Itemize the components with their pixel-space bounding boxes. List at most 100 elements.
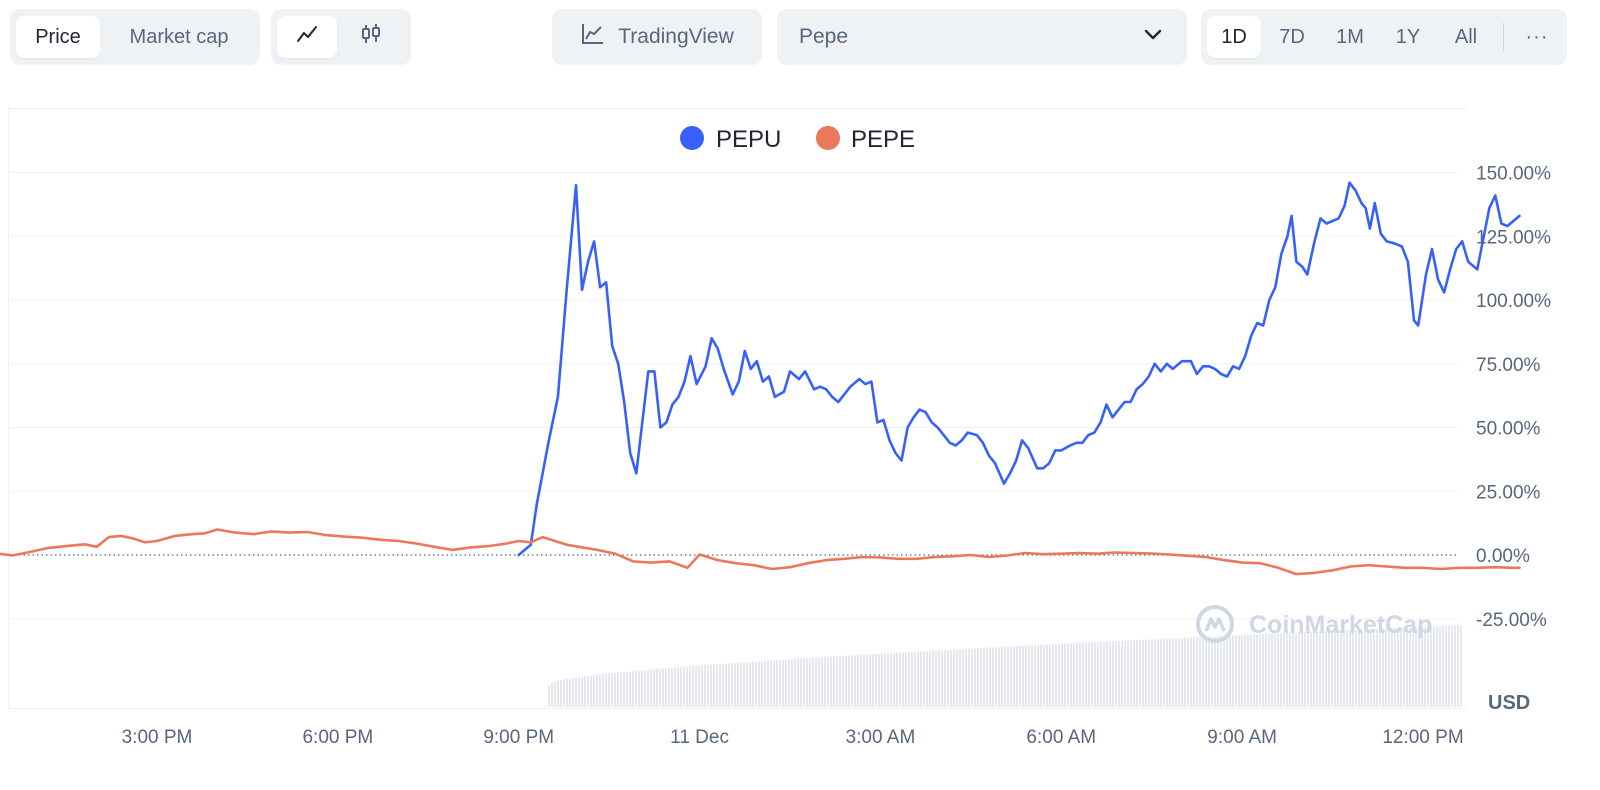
volume-bar — [1016, 646, 1018, 707]
volume-bar — [1175, 638, 1177, 707]
volume-bar — [563, 679, 565, 707]
volume-bar — [1451, 625, 1453, 707]
tradingview-button[interactable]: TradingView — [552, 9, 762, 65]
volume-bar — [965, 648, 967, 707]
volume-bar — [1181, 637, 1183, 707]
volume-bar — [1403, 627, 1405, 707]
volume-bar — [1352, 629, 1354, 707]
volume-bar — [1049, 644, 1051, 707]
volume-bar — [1283, 633, 1285, 707]
volume-bar — [1055, 644, 1057, 707]
series-lines — [0, 181, 1521, 576]
volume-bar — [1391, 628, 1393, 707]
x-tick-label: 9:00 PM — [483, 727, 554, 748]
volume-bar — [1268, 633, 1270, 707]
candlestick-chart-button[interactable] — [341, 16, 401, 58]
legend-label-pepe[interactable]: PEPE — [851, 126, 915, 153]
tab-market-cap[interactable]: Market cap — [129, 25, 229, 48]
volume-bar — [824, 656, 826, 707]
x-tick-label: 6:00 PM — [302, 727, 373, 748]
line-chart-button[interactable] — [277, 16, 337, 58]
volume-bar — [1052, 644, 1054, 707]
volume-bar — [722, 663, 724, 707]
volume-bar — [914, 651, 916, 707]
volume-bar — [785, 659, 787, 707]
volume-bar — [1373, 628, 1375, 707]
volume-bar — [974, 648, 976, 707]
volume-bar — [1139, 639, 1141, 707]
volume-bar — [989, 647, 991, 707]
volume-bar — [1331, 630, 1333, 707]
volume-bar — [1388, 628, 1390, 707]
volume-bar — [905, 652, 907, 707]
volume-bar — [1094, 642, 1096, 707]
volume-bar — [1118, 640, 1120, 707]
volume-bar — [623, 671, 625, 707]
volume-bar — [1376, 628, 1378, 707]
volume-bar — [950, 649, 952, 707]
tab-price[interactable]: Price — [16, 16, 100, 58]
volume-bar — [1343, 630, 1345, 707]
volume-bar — [1001, 646, 1003, 707]
y-tick-label: 0.00% — [1476, 546, 1530, 567]
more-options-button[interactable]: ··· — [1525, 25, 1549, 48]
range-1y[interactable]: 1Y — [1395, 25, 1421, 48]
volume-bar — [620, 672, 622, 707]
volume-bar — [1199, 636, 1201, 707]
volume-bar — [1202, 636, 1204, 707]
volume-bar — [1298, 632, 1300, 707]
volume-bar — [644, 669, 646, 707]
compare-coin-value: Pepe — [799, 25, 849, 48]
volume-bar — [719, 663, 721, 707]
volume-bar — [1160, 638, 1162, 707]
volume-bar — [689, 666, 691, 707]
range-all[interactable]: All — [1454, 25, 1478, 48]
volume-bar — [1100, 641, 1102, 707]
volume-bar — [1220, 635, 1222, 707]
volume-bar — [569, 678, 571, 707]
volume-bars — [548, 625, 1462, 707]
volume-bar — [1127, 640, 1129, 707]
compare-coin-select[interactable]: Pepe — [777, 9, 1187, 65]
volume-bar — [593, 675, 595, 707]
volume-bar — [821, 657, 823, 707]
volume-bar — [1241, 635, 1243, 707]
volume-bar — [1136, 640, 1138, 707]
range-1m[interactable]: 1M — [1336, 25, 1364, 48]
candlestick-icon — [358, 21, 384, 53]
volume-bar — [707, 664, 709, 707]
volume-bar — [968, 648, 970, 707]
volume-bar — [953, 649, 955, 707]
volume-bar — [740, 662, 742, 707]
volume-bar — [875, 653, 877, 707]
y-tick-label: 50.00% — [1476, 419, 1541, 440]
watermark: CoinMarketCap — [1196, 605, 1432, 643]
volume-bar — [800, 658, 802, 707]
volume-bar — [1154, 639, 1156, 707]
volume-bar — [869, 654, 871, 707]
volume-bar — [776, 660, 778, 707]
volume-bar — [1436, 626, 1438, 707]
y-tick-label: 25.00% — [1476, 482, 1541, 503]
volume-bar — [548, 685, 550, 707]
volume-bar — [1322, 631, 1324, 707]
volume-bar — [1214, 636, 1216, 707]
range-1d[interactable]: 1D — [1207, 16, 1261, 58]
volume-bar — [614, 672, 616, 707]
range-7d[interactable]: 7D — [1279, 25, 1305, 48]
volume-bar — [692, 665, 694, 707]
volume-bar — [1037, 645, 1039, 707]
volume-bar — [683, 666, 685, 707]
volume-bar — [1424, 626, 1426, 707]
volume-bar — [1190, 637, 1192, 707]
volume-bar — [797, 658, 799, 707]
volume-bar — [1274, 633, 1276, 707]
volume-bar — [1133, 640, 1135, 707]
series-line-pepu — [517, 181, 1521, 557]
volume-bar — [602, 674, 604, 707]
volume-bar — [896, 652, 898, 707]
legend-label-pepu[interactable]: PEPU — [716, 126, 781, 153]
volume-bar — [674, 667, 676, 707]
volume-bar — [818, 657, 820, 707]
